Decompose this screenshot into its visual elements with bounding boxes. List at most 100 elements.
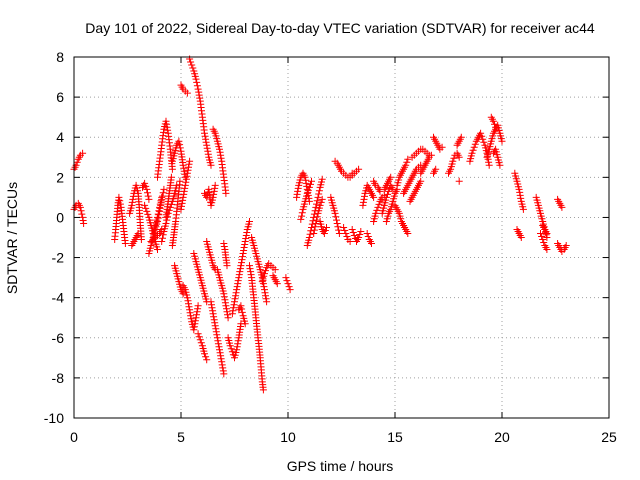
data-point bbox=[543, 246, 551, 253]
data-point bbox=[355, 234, 363, 241]
y-tick-label: 2 bbox=[56, 169, 64, 185]
data-point bbox=[236, 268, 244, 276]
data-point bbox=[333, 220, 341, 227]
data-point bbox=[191, 317, 199, 325]
data-point bbox=[492, 123, 500, 131]
data-point bbox=[332, 213, 340, 221]
data-point bbox=[335, 230, 343, 237]
data-point bbox=[305, 183, 313, 191]
data-point bbox=[382, 193, 390, 201]
data-point bbox=[159, 231, 167, 239]
data-point bbox=[144, 192, 152, 200]
data-point bbox=[297, 215, 305, 223]
data-point bbox=[356, 231, 364, 238]
data-point bbox=[313, 197, 321, 205]
data-point bbox=[216, 145, 223, 153]
data-point bbox=[187, 312, 195, 320]
data-point bbox=[387, 173, 395, 181]
data-point bbox=[470, 143, 478, 151]
data-point bbox=[305, 234, 313, 241]
data-point bbox=[478, 132, 486, 140]
x-tick-label: 0 bbox=[70, 429, 78, 445]
data-point bbox=[517, 234, 525, 241]
data-point bbox=[455, 153, 463, 161]
data-point bbox=[286, 286, 294, 294]
data-point bbox=[477, 129, 485, 137]
data-point bbox=[194, 330, 202, 338]
data-point bbox=[143, 207, 151, 215]
data-point bbox=[450, 154, 458, 162]
data-point bbox=[164, 209, 172, 217]
data-point bbox=[183, 294, 191, 302]
data-point bbox=[176, 177, 184, 185]
data-point bbox=[238, 308, 246, 316]
data-point bbox=[427, 151, 435, 159]
data-point bbox=[315, 187, 323, 195]
data-point bbox=[491, 120, 498, 128]
data-point bbox=[341, 227, 349, 234]
y-tick-label: -8 bbox=[52, 370, 65, 386]
data-point bbox=[116, 197, 124, 205]
grid-lines bbox=[74, 57, 609, 418]
data-point bbox=[78, 210, 86, 218]
data-point bbox=[350, 232, 358, 239]
data-point bbox=[308, 177, 315, 185]
x-tick-label: 5 bbox=[177, 429, 185, 445]
data-point bbox=[201, 129, 208, 137]
y-tick-label: -6 bbox=[52, 330, 65, 346]
data-point bbox=[227, 345, 235, 353]
x-tick-label: 10 bbox=[280, 429, 296, 445]
data-point bbox=[346, 238, 354, 245]
data-point bbox=[417, 177, 425, 185]
data-point bbox=[402, 161, 410, 169]
data-point bbox=[364, 233, 372, 240]
data-point bbox=[185, 160, 193, 168]
data-point bbox=[157, 197, 165, 205]
data-point bbox=[121, 240, 129, 247]
data-point bbox=[519, 205, 527, 213]
data-point bbox=[179, 290, 187, 298]
data-point bbox=[363, 230, 371, 237]
data-point bbox=[137, 236, 145, 243]
data-point bbox=[238, 305, 246, 313]
data-point bbox=[307, 180, 314, 188]
data-point bbox=[540, 239, 548, 246]
data-point bbox=[489, 117, 497, 125]
y-tick-labels: -10 -8 -6 -4 -2 0 2 4 6 8 bbox=[44, 49, 64, 426]
data-point bbox=[156, 203, 164, 211]
data-point bbox=[220, 293, 228, 301]
data-point bbox=[260, 283, 268, 291]
data-point bbox=[234, 277, 242, 285]
data-point bbox=[320, 230, 328, 237]
data-point bbox=[233, 346, 241, 354]
data-point bbox=[240, 244, 248, 251]
data-point bbox=[229, 304, 237, 312]
data-point bbox=[334, 223, 342, 231]
data-point bbox=[348, 226, 356, 233]
data-point bbox=[496, 161, 504, 169]
data-point bbox=[543, 230, 551, 237]
data-point bbox=[539, 236, 547, 243]
data-point bbox=[283, 277, 291, 285]
data-point bbox=[313, 200, 320, 208]
data-point bbox=[385, 187, 393, 195]
data-point bbox=[485, 161, 493, 169]
data-point bbox=[273, 280, 281, 288]
data-point bbox=[156, 200, 164, 208]
data-point bbox=[213, 331, 221, 339]
y-tick-label: 8 bbox=[56, 49, 64, 65]
data-point bbox=[294, 187, 302, 195]
axis-ticks bbox=[73, 56, 610, 419]
data-point bbox=[480, 138, 488, 146]
data-point bbox=[241, 320, 249, 328]
data-point bbox=[203, 144, 211, 152]
x-axis-label: GPS time / hours bbox=[287, 458, 394, 474]
data-point bbox=[193, 311, 200, 319]
data-point bbox=[259, 386, 267, 394]
data-point bbox=[201, 350, 208, 358]
data-point bbox=[368, 240, 375, 247]
data-point bbox=[188, 61, 196, 69]
data-point bbox=[321, 227, 329, 234]
data-point bbox=[183, 89, 191, 97]
data-point bbox=[186, 157, 194, 165]
